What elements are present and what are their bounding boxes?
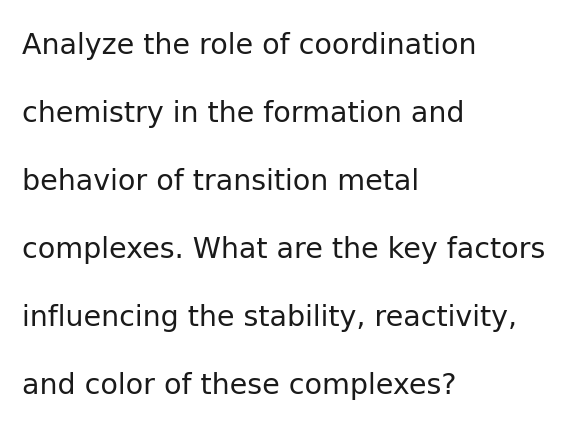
Text: Analyze the role of coordination: Analyze the role of coordination bbox=[22, 32, 476, 60]
Text: chemistry in the formation and: chemistry in the formation and bbox=[22, 100, 464, 128]
Text: complexes. What are the key factors: complexes. What are the key factors bbox=[22, 236, 545, 264]
Text: and color of these complexes?: and color of these complexes? bbox=[22, 372, 456, 400]
Text: influencing the stability, reactivity,: influencing the stability, reactivity, bbox=[22, 304, 517, 332]
Text: behavior of transition metal: behavior of transition metal bbox=[22, 168, 419, 196]
